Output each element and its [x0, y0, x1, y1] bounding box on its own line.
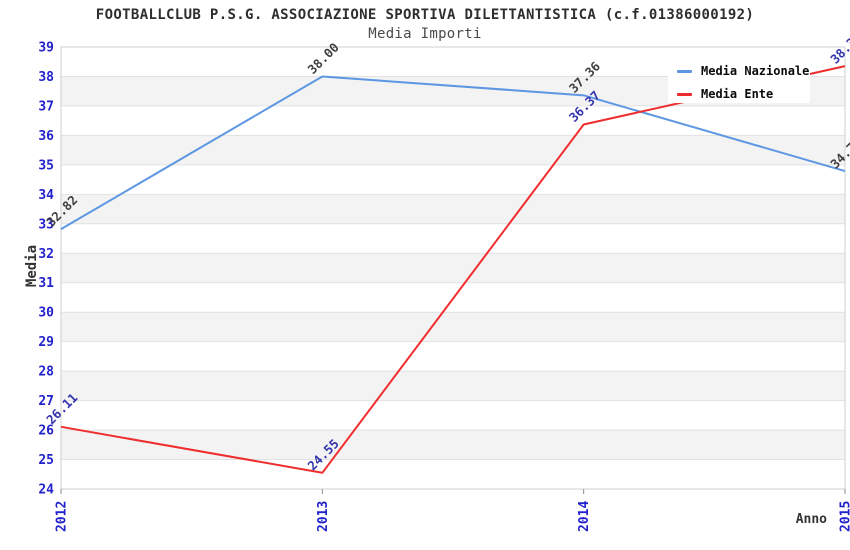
plot-band — [61, 135, 845, 165]
plot-band — [61, 194, 845, 224]
y-tick-label: 33 — [38, 217, 54, 232]
plot-band — [61, 400, 845, 431]
x-axis-title: Anno — [795, 512, 827, 527]
plot-border — [60, 46, 846, 490]
plot-band — [61, 312, 845, 342]
y-tick-label: 30 — [38, 306, 54, 321]
x-tick-label: 2012 — [55, 501, 70, 532]
y-tick-label: 24 — [38, 483, 54, 498]
chart-line-media-nazionale — [60, 75, 846, 230]
plot-band — [61, 459, 845, 489]
y-tick-label: 28 — [38, 365, 54, 380]
plot-band — [61, 341, 845, 372]
y-tick-label: 35 — [38, 158, 54, 173]
legend-item-media-nazionale: Media Nazionale — [677, 64, 809, 78]
y-tick-label: 26 — [38, 424, 54, 439]
legend-label-media-ente: Media Ente — [701, 87, 774, 101]
legend-label-media-nazionale: Media Nazionale — [701, 64, 810, 78]
x-tick-label: 2013 — [316, 501, 331, 532]
media-nazionale-line-swatch — [677, 69, 692, 73]
plot-band — [61, 223, 845, 254]
x-tick-label: 2014 — [577, 501, 592, 532]
legend: Media Nazionale Media Ente — [668, 57, 810, 103]
legend-item-media-ente: Media Ente — [677, 87, 801, 101]
y-axis-title: Media — [24, 244, 40, 288]
plot-band — [61, 105, 845, 136]
y-tick-label: 29 — [38, 335, 54, 350]
plot-band — [61, 253, 845, 283]
plot-band — [61, 430, 845, 460]
chart-subtitle: Media Importi — [368, 26, 482, 42]
y-tick-label: 37 — [38, 99, 54, 114]
y-tick-label: 36 — [38, 129, 54, 144]
x-tick-label: 2015 — [839, 501, 850, 532]
chart-title: FOOTBALLCLUB P.S.G. ASSOCIAZIONE SPORTIV… — [95, 7, 755, 23]
y-tick-label: 34 — [38, 188, 54, 203]
y-tick-label: 31 — [38, 276, 54, 291]
plot-band — [61, 164, 845, 195]
y-tick-label: 38 — [38, 70, 54, 85]
y-tick-label: 27 — [38, 394, 54, 409]
media-ente-line-swatch — [677, 92, 692, 96]
y-tick-label: 32 — [38, 247, 54, 262]
y-tick-label: 39 — [38, 41, 54, 56]
plot-band — [61, 371, 845, 401]
y-tick-label: 25 — [38, 453, 54, 468]
